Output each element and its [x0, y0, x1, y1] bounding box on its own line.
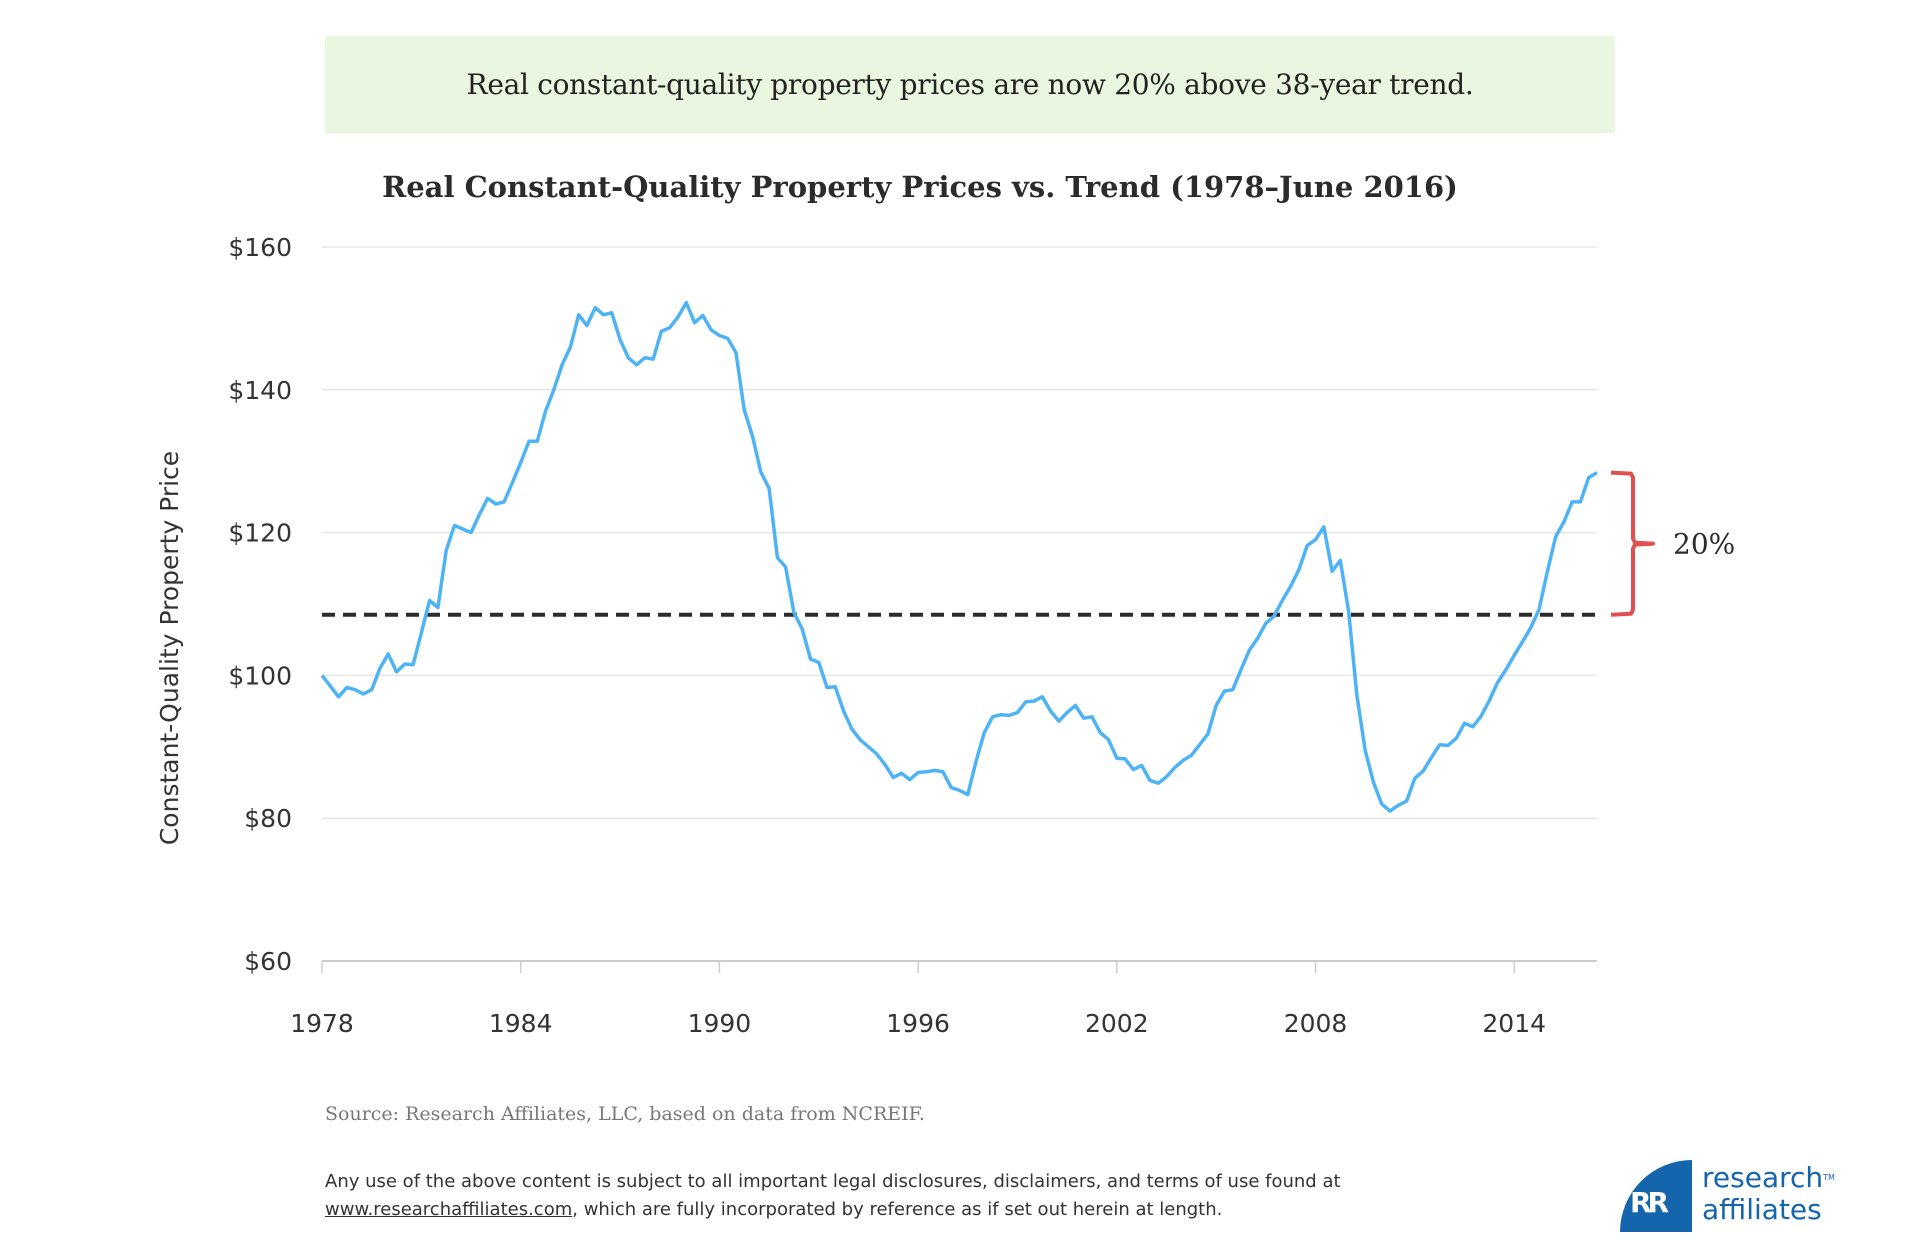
chart-title: Real Constant-Quality Property Prices vs… [382, 170, 1458, 204]
logo-mark-icon: RR [1620, 1160, 1692, 1232]
website-link[interactable]: www.researchaffiliates.com [325, 1199, 573, 1220]
y-tick-label: $140 [228, 376, 292, 405]
x-axis: 1978 1984 1990 1996 2002 2008 2014 [290, 960, 1597, 1038]
research-affiliates-logo: RR researchTM affiliates [1620, 1160, 1840, 1232]
logo-wordmark: researchTM affiliates [1702, 1161, 1835, 1226]
x-tick-label: 1996 [886, 1009, 950, 1038]
bracket-label: 20% [1673, 528, 1735, 561]
y-tick-label: $120 [228, 519, 292, 548]
series-line [320, 300, 1598, 813]
bracket-annotation [1610, 470, 1655, 617]
y-tick-label: $160 [228, 233, 292, 262]
legal-disclaimer: Any use of the above content is subject … [325, 1168, 1575, 1224]
series-group [320, 300, 1598, 813]
annotation-group: 20% [1610, 470, 1735, 617]
headline-text: Real constant-quality property prices ar… [466, 68, 1474, 101]
y-tick-label: $60 [244, 947, 292, 976]
x-tick-label: 1978 [290, 1009, 354, 1038]
y-axis-ticks: $60 $80 $100 $120 $140 $160 [228, 233, 292, 976]
x-tick-label: 1990 [688, 1009, 752, 1038]
y-axis-label: Constant-Quality Property Price [155, 451, 184, 845]
headline-banner: Real constant-quality property prices ar… [325, 36, 1615, 133]
gridlines [322, 246, 1597, 819]
x-tick-label: 2008 [1284, 1009, 1348, 1038]
source-note: Source: Research Affiliates, LLC, based … [325, 1103, 925, 1125]
x-tick-label: 2002 [1085, 1009, 1149, 1038]
legal-line-2: , which are fully incorporated by refere… [572, 1199, 1223, 1220]
x-tick-label: 1984 [489, 1009, 553, 1038]
y-tick-label: $100 [228, 661, 292, 690]
legal-line-1: Any use of the above content is subject … [325, 1171, 1341, 1192]
x-tick-label: 2014 [1482, 1009, 1546, 1038]
y-tick-label: $80 [244, 804, 292, 833]
